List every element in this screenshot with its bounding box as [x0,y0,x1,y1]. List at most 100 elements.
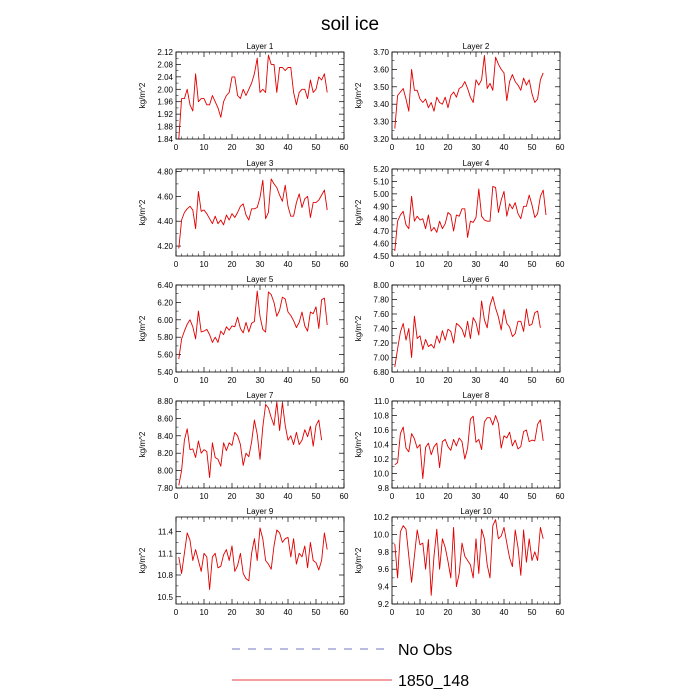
panel-3: Layer 3 kg/m^2 0 10 20 30 40 50 60 4.20 4.40 4.60 4.… [138,159,349,269]
x-tick-label: 30 [256,608,265,617]
y-tick-label: 11.4 [158,528,174,537]
x-tick-label: 30 [472,376,481,385]
x-tick-label: 60 [340,376,349,385]
panel-2: Layer 2 kg/m^2 0 10 20 30 40 50 60 3.20 3.30 3.40 3.… [354,42,565,152]
y-tick-label: 3.50 [373,83,389,92]
x-tick-label: 50 [528,492,537,501]
x-tick-label: 30 [472,260,481,269]
y-tick-label: 6.40 [157,281,173,290]
x-tick-label: 0 [174,143,179,152]
panel-title: Layer 1 [247,42,274,51]
y-tick-label: 5.00 [373,190,389,199]
x-tick-label: 20 [228,143,237,152]
y-tick-label: 4.80 [373,215,389,224]
x-tick-label: 40 [284,143,293,152]
y-tick-label: 7.80 [373,296,389,305]
x-tick-label: 50 [528,376,537,385]
x-tick-label: 50 [312,608,321,617]
plot-frame [391,400,561,489]
x-tick-label: 20 [444,260,453,269]
y-axis-label: kg/m^2 [354,431,363,457]
figure-title: soil ice [321,14,379,35]
legend-item-1850-148: 1850_148 [232,673,469,690]
plot-frame [175,400,345,489]
plot-frame [391,516,561,605]
y-tick-label: 9.8 [378,484,390,493]
y-tick-label: 10.0 [373,530,389,539]
x-tick-label: 60 [340,143,349,152]
legend-label-1850-148: 1850_148 [398,673,469,690]
y-tick-label: 8.20 [157,449,173,458]
y-tick-label: 8.40 [157,432,173,441]
x-tick-label: 50 [528,608,537,617]
x-tick-label: 60 [340,608,349,617]
panel-title: Layer 2 [463,42,490,51]
y-tick-label: 4.90 [373,202,389,211]
y-tick-label: 6.20 [157,298,173,307]
y-tick-label: 10.8 [373,412,389,421]
x-tick-label: 10 [200,376,209,385]
x-tick-label: 10 [200,608,209,617]
panel-1: Layer 1 kg/m^2 0 10 20 30 40 50 60 1.84 1.88 1.92 1.… [138,42,349,152]
panel-4: Layer 4 kg/m^2 0 10 20 30 40 50 60 4.50 4.60 4.70 4.… [354,159,565,269]
x-tick-label: 10 [200,492,209,501]
y-tick-label: 2.08 [157,60,173,69]
y-tick-label: 8.00 [157,467,173,476]
x-tick-label: 30 [472,492,481,501]
y-tick-label: 2.04 [157,73,173,82]
x-tick-label: 50 [528,143,537,152]
x-tick-label: 20 [228,260,237,269]
x-tick-label: 10 [416,260,425,269]
y-axis-label: kg/m^2 [354,199,363,225]
x-tick-label: 40 [500,376,509,385]
x-tick-label: 60 [556,376,565,385]
series-line-1850_148 [178,54,328,140]
plot-frame [391,51,561,140]
panel-title: Layer 5 [247,275,274,284]
x-tick-label: 40 [500,260,509,269]
y-tick-label: 4.40 [157,217,173,226]
series-line-1850_148 [394,519,544,596]
panel-grid: Layer 1 kg/m^2 0 10 20 30 40 50 60 1.84 1.88 1.92 1.… [138,42,565,617]
legend-item-no-obs: No Obs [232,642,452,659]
y-tick-label: 2.00 [157,85,173,94]
x-tick-label: 20 [228,608,237,617]
panel-title: Layer 8 [463,391,490,400]
y-tick-label: 9.4 [378,583,390,592]
x-tick-label: 0 [390,376,395,385]
y-tick-label: 3.60 [373,65,389,74]
y-axis-label: kg/m^2 [138,199,147,225]
y-tick-label: 5.20 [373,165,389,174]
x-tick-label: 60 [556,492,565,501]
y-tick-label: 1.92 [157,110,173,119]
y-tick-label: 7.00 [373,354,389,363]
x-tick-label: 30 [256,260,265,269]
y-tick-label: 4.60 [157,192,173,201]
x-tick-label: 50 [312,376,321,385]
x-tick-label: 10 [200,260,209,269]
y-tick-label: 4.20 [157,242,173,251]
x-tick-label: 60 [556,143,565,152]
x-tick-label: 40 [500,608,509,617]
y-tick-label: 2.12 [157,48,173,57]
panel-10: Layer 10 kg/m^2 0 10 20 30 40 50 60 9.2 9.4 9.6 9.8 1… [354,507,565,617]
legend-label-no-obs: No Obs [398,642,452,659]
y-tick-label: 7.40 [373,325,389,334]
y-tick-label: 10.4 [373,441,389,450]
y-tick-label: 4.60 [373,240,389,249]
x-tick-label: 30 [256,143,265,152]
y-tick-label: 7.20 [373,339,389,348]
panel-title: Layer 7 [247,391,274,400]
x-tick-label: 50 [312,143,321,152]
y-tick-label: 7.60 [373,310,389,319]
panel-title: Layer 6 [463,275,490,284]
series-line-1850_148 [178,527,328,590]
y-tick-label: 4.70 [373,227,389,236]
plot-frame [391,168,561,257]
y-tick-label: 10.2 [373,455,389,464]
x-tick-label: 0 [174,608,179,617]
x-tick-label: 40 [284,376,293,385]
series-line-1850_148 [394,296,541,367]
panel-title: Layer 10 [460,507,492,516]
plot-frame [175,51,345,140]
